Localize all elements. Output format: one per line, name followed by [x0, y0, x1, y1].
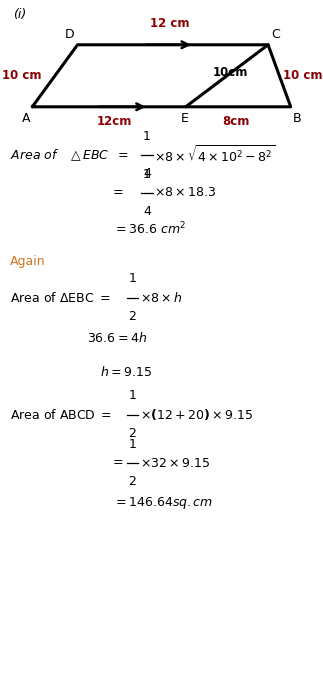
- Text: $= 36.6 \ cm^2$: $= 36.6 \ cm^2$: [113, 220, 186, 237]
- Text: 2: 2: [129, 427, 136, 440]
- Text: $\times 8 \times 18.3$: $\times 8 \times 18.3$: [154, 187, 217, 199]
- Text: Again: Again: [10, 256, 45, 268]
- Text: 1: 1: [129, 389, 136, 402]
- Text: 1: 1: [143, 167, 151, 181]
- Text: C: C: [271, 28, 280, 41]
- Text: E: E: [181, 112, 189, 125]
- Text: $= 146.64sq.cm$: $= 146.64sq.cm$: [113, 495, 213, 511]
- Text: A: A: [22, 112, 31, 125]
- Text: $\times 8 \times \it{h}$: $\times 8 \times \it{h}$: [140, 291, 182, 305]
- Text: $\times \mathbf{(}12 + 20\mathbf{)} \times 9.15$: $\times \mathbf{(}12 + 20\mathbf{)} \tim…: [140, 407, 253, 422]
- Text: 1: 1: [143, 130, 151, 143]
- Text: $36.6 = 4\it{h}$: $36.6 = 4\it{h}$: [87, 331, 147, 344]
- Text: (i): (i): [13, 8, 26, 21]
- Text: 4: 4: [143, 205, 151, 218]
- Text: 2: 2: [129, 475, 136, 489]
- Text: 2: 2: [129, 310, 136, 323]
- Text: Area of $\Delta$EBC $=$: Area of $\Delta$EBC $=$: [10, 291, 110, 305]
- Text: =: =: [113, 457, 124, 469]
- Text: D: D: [65, 28, 74, 41]
- Text: $\it{h} = 9.15$: $\it{h} = 9.15$: [100, 365, 152, 379]
- Text: 1: 1: [129, 438, 136, 451]
- Text: 12cm: 12cm: [97, 115, 132, 128]
- Text: =: =: [113, 187, 124, 199]
- Text: $\times 32 \times 9.15$: $\times 32 \times 9.15$: [140, 457, 210, 469]
- Text: 1: 1: [129, 272, 136, 285]
- Text: 12 cm: 12 cm: [150, 17, 189, 30]
- Text: $\times 8 \times \sqrt{4 \times 10^2 - 8^2}$: $\times 8 \times \sqrt{4 \times 10^2 - 8…: [154, 145, 276, 165]
- Text: Area of ABCD $=$: Area of ABCD $=$: [10, 408, 112, 422]
- Text: 10 cm: 10 cm: [283, 70, 322, 82]
- Text: 10cm: 10cm: [213, 66, 249, 79]
- Text: 10 cm: 10 cm: [2, 70, 41, 82]
- Text: $\it{Area\ of\ }$  $\it{\triangle EBC}$  $=$: $\it{Area\ of\ }$ $\it{\triangle EBC}$ $…: [10, 147, 129, 163]
- Text: 4: 4: [143, 167, 151, 181]
- Text: B: B: [292, 112, 301, 125]
- Text: 8cm: 8cm: [222, 115, 249, 128]
